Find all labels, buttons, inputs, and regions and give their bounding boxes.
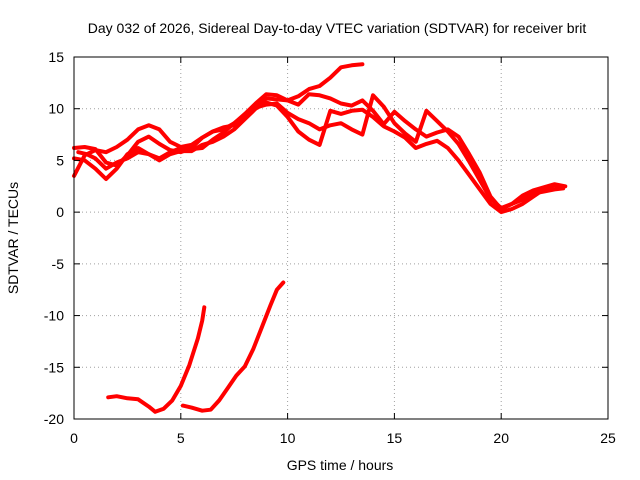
y-tick-label: 0 xyxy=(56,204,64,220)
series-track-4 xyxy=(76,93,568,210)
y-tick-label: -10 xyxy=(44,308,64,324)
x-tick-label: 0 xyxy=(70,430,78,446)
x-tick-label: 10 xyxy=(280,430,296,446)
chart-title: Day 032 of 2026, Sidereal Day-to-day VTE… xyxy=(88,20,587,36)
y-tick-label: -20 xyxy=(44,411,64,427)
y-tick-label: 15 xyxy=(48,49,64,65)
series-track-6 xyxy=(180,280,286,413)
x-tick-label: 20 xyxy=(493,430,509,446)
x-tick-label: 25 xyxy=(600,430,616,446)
x-axis-label: GPS time / hours xyxy=(287,457,394,473)
y-tick-label: -5 xyxy=(52,256,65,272)
x-tick-label: 15 xyxy=(387,430,403,446)
series-track-2 xyxy=(72,92,566,211)
grid xyxy=(74,57,608,419)
x-tick-label: 5 xyxy=(177,430,185,446)
series-track-1 xyxy=(72,62,365,178)
plot-frame xyxy=(73,56,609,420)
y-tick-label: -15 xyxy=(44,359,64,375)
y-tick-label: 10 xyxy=(48,101,64,117)
y-axis-label: SDTVAR / TECUs xyxy=(5,182,21,294)
y-tick-label: 5 xyxy=(56,152,64,168)
series-track-5 xyxy=(106,305,207,414)
y-ticks: -20 -15 -10 -5 0 5 10 15 xyxy=(44,49,608,427)
series-layer xyxy=(72,62,568,414)
x-ticks: 0 5 10 15 20 25 xyxy=(70,57,616,446)
